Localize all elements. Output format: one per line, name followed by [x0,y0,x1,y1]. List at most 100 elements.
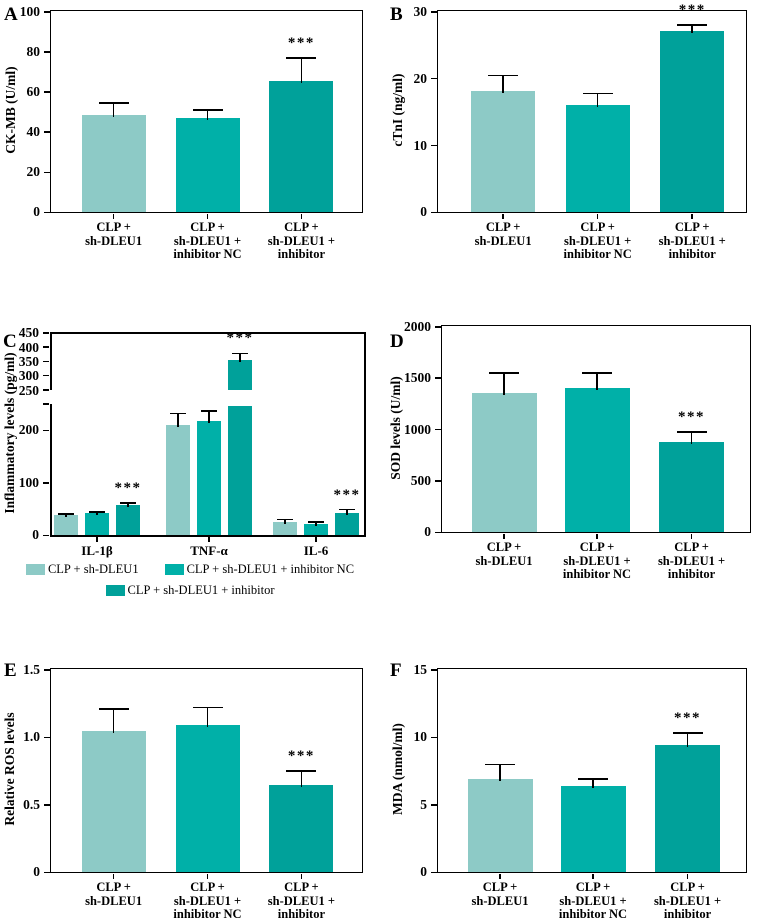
bar-series3 [269,81,334,213]
y-tick [434,326,441,328]
x-tick [208,537,210,542]
y-tick [42,429,49,432]
error-bar-cap [308,521,324,524]
y-tick-label: 20 [413,70,428,86]
error-bar-cap [192,706,223,709]
y-tick-label: 1500 [404,370,431,386]
y-tick-label: 100 [19,3,40,19]
y-tick-label: 2000 [404,318,431,334]
x-tick [112,214,115,219]
error-bar-line [300,771,303,787]
y-tick-label: 200 [18,422,39,438]
y-tick [430,11,437,13]
error-bar-line [284,519,286,524]
x-category-label: CLP + sh-DLEU1 + inhibitor [267,880,335,920]
error-bar-cap [201,410,217,412]
y-tick [42,374,49,377]
legend-item-3: CLP + sh-DLEU1 + inhibitor [105,583,274,598]
x-tick [206,874,209,879]
bar-series2 [560,785,626,873]
legend-item-1: CLP + sh-DLEU1 [25,562,139,577]
panel-letter-f: F [390,660,402,681]
y-axis-label: Relative ROS levels [2,712,17,826]
y-tick-label: 10 [413,137,428,153]
y-axis-label: cTnI (ng/ml) [390,73,405,147]
error-bar-cap [98,102,129,104]
y-tick-label: 350 [18,353,39,369]
error-bar-cap [286,57,317,59]
bar-series1 [471,392,537,533]
y-tick [42,360,49,363]
y-tick-label: 0 [420,864,427,880]
y-tick [43,91,50,93]
y-tick [430,669,437,671]
error-bar-line [112,708,115,733]
error-bar-line [690,432,693,444]
x-category-label: IL-6 [303,543,329,558]
y-tick-label: 300 [18,368,39,384]
y-tick [42,482,49,484]
legend-swatch-series1 [25,564,45,575]
x-category-label: CLP + sh-DLEU1 + inhibitor NC [173,880,242,920]
y-tick [42,389,49,391]
panel-letter-c: C [3,331,17,352]
bar-series1 [81,730,146,873]
error-bar-line [65,513,67,518]
bar-series2 [175,725,240,873]
y-axis-lower-segment [50,404,52,537]
error-bar-line [127,502,129,508]
error-bar-cap [676,431,707,433]
error-bar-cap [277,518,293,521]
x-tick [206,214,209,219]
y-tick [430,804,437,806]
plot-area-a: 0 20 40 60 80 100 CLP + sh-DLEU1 CLP + sh-DLEU1… [20,5,363,261]
error-bar-line [300,57,303,83]
y-tick-label: 20 [26,164,41,180]
error-bar-cap [58,513,74,515]
x-category-label: CLP + sh-DLEU1 [475,540,533,568]
legend-item-2: CLP + sh-DLEU1 + inhibitor NC [164,562,354,577]
y-tick-label: 100 [18,474,39,490]
bar-series2 [565,105,630,213]
panel-a: A 0 20 40 60 80 100 CLP + sh-DLEU1 CLP + sh-DLE… [0,0,380,300]
y-tick [42,346,49,348]
error-bar-cap [488,74,519,77]
panel-letter-e: E [4,660,17,681]
error-bar-cap [677,24,708,26]
x-category-label: CLP + sh-DLEU1 [471,880,529,908]
y-tick [42,534,49,537]
x-tick [592,874,594,879]
x-category-label: CLP + sh-DLEU1 + inhibitor [657,540,726,581]
x-tick [112,874,115,879]
legend-label-series1: CLP + sh-DLEU1 [47,562,139,576]
x-tick [691,214,693,219]
bar-series2 [197,421,221,536]
error-bar-cap [578,778,608,780]
error-bar-line [315,522,317,526]
error-bar-cap [232,352,248,355]
error-bar-line [177,413,179,428]
error-bar-cap [170,412,186,415]
x-category-label: CLP + sh-DLEU1 + inhibitor [267,220,335,261]
y-tick [430,77,437,80]
significance-stars: *** [287,748,315,765]
x-tick [315,537,317,542]
bar-series1 [467,779,533,873]
x-tick [499,874,501,879]
axis-break-tick [42,403,49,405]
y-tick [430,871,437,874]
x-tick [96,537,98,542]
bar-series2 [304,523,328,536]
plot-area-b: 0 10 20 30 CLP + sh-DLEU1 CLP + sh-DLEU1 + in… [414,2,747,261]
y-tick [434,377,441,379]
bar-series1 [54,515,78,536]
y-tick [43,171,50,174]
legend: CLP + sh-DLEU1 CLP + sh-DLEU1 + inhibito… [0,562,380,604]
bar-series3-lower [228,406,252,536]
y-tick-label: 500 [410,473,431,488]
y-tick-label: 400 [18,339,39,355]
x-tick [690,534,693,539]
plot-right-border [364,332,366,537]
error-bar-cap [339,508,355,511]
error-bar-cap [286,770,317,772]
